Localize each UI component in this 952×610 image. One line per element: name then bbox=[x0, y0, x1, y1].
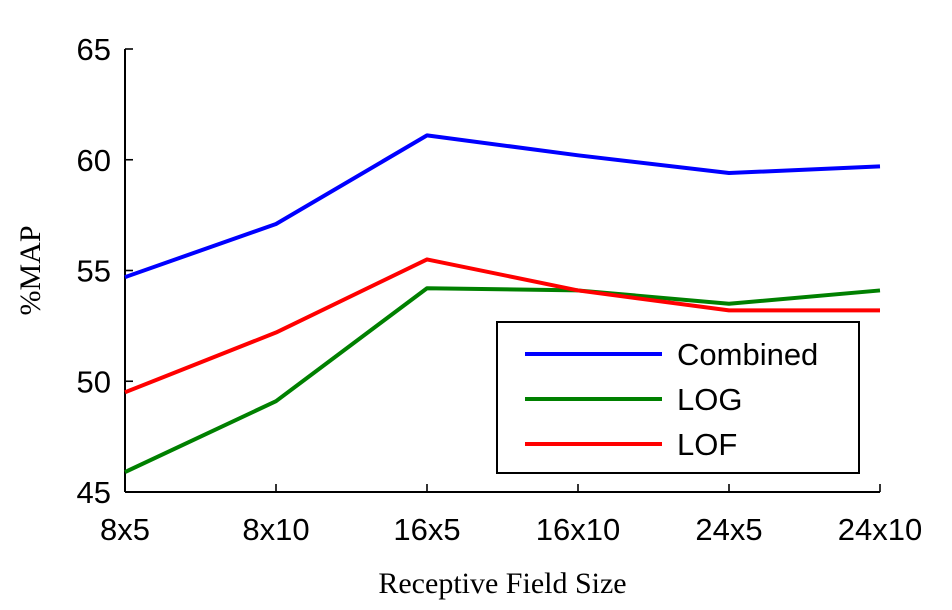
x-tick-label: 24x10 bbox=[838, 512, 922, 547]
y-tick-label: 45 bbox=[77, 475, 111, 510]
legend-label-log: LOG bbox=[677, 382, 742, 417]
x-tick-label: 8x5 bbox=[100, 512, 150, 547]
series-layer bbox=[124, 133, 881, 474]
y-axis-title: %MAP bbox=[14, 225, 47, 315]
series-line-lof bbox=[124, 257, 880, 395]
legend-label-lof: LOF bbox=[677, 427, 737, 462]
y-tick-label: 60 bbox=[77, 143, 111, 178]
x-tick-label: 16x5 bbox=[393, 512, 460, 547]
x-axis-title: Receptive Field Size bbox=[378, 567, 626, 600]
y-tick-label: 55 bbox=[77, 254, 111, 289]
y-tick-label: 50 bbox=[77, 364, 111, 399]
chart-legend: Combined LOG LOF bbox=[496, 321, 860, 474]
y-tick-label: 65 bbox=[77, 32, 111, 67]
legend-label-combined: Combined bbox=[677, 337, 818, 372]
x-tick-label: 8x10 bbox=[242, 512, 309, 547]
x-tick-label: 24x5 bbox=[695, 512, 762, 547]
series-line-log bbox=[124, 286, 881, 474]
x-tick-label: 16x10 bbox=[536, 512, 620, 547]
chart-axes: 45 50 55 60 65 8x5 8x10 16x5 16x10 24x5 24x10 bbox=[77, 32, 923, 547]
series-line-combined bbox=[124, 133, 881, 280]
